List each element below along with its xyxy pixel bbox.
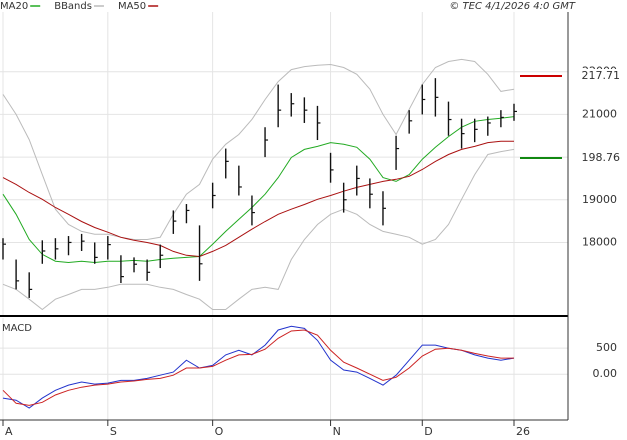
- ma-line: [2, 140, 514, 258]
- header: © TEC 4/1/2026 4:0 GMT: [449, 1, 576, 12]
- legend-label: MA50: [118, 1, 146, 12]
- y-tick-label: 0.00: [593, 367, 618, 380]
- level-label: 198.76: [582, 151, 621, 164]
- y-tick-label: 500: [596, 341, 617, 354]
- x-tick-label: A: [5, 425, 13, 438]
- y-tick-label: 19000: [582, 193, 617, 206]
- ma-line: [2, 116, 515, 264]
- y-tick-label: 21000: [582, 107, 617, 120]
- x-tick-label: 26: [516, 425, 530, 438]
- level-label-bg: [570, 151, 627, 165]
- macd-line: [2, 325, 515, 409]
- macd-line: [2, 329, 514, 406]
- bband-upper: [2, 58, 515, 240]
- x-tick-label: O: [215, 425, 224, 438]
- legend-label: MA20: [0, 1, 28, 12]
- level-label-bg: [570, 69, 627, 83]
- x-tick-label: N: [333, 425, 341, 438]
- bband-lower: [2, 148, 515, 311]
- legend-label: BBands: [54, 1, 92, 12]
- x-tick-label: D: [424, 425, 432, 438]
- x-tick-label: S: [110, 425, 117, 438]
- y-tick-label: 18000: [582, 235, 617, 248]
- panel-title: MACD: [2, 323, 32, 334]
- level-label: 217.71: [582, 69, 621, 82]
